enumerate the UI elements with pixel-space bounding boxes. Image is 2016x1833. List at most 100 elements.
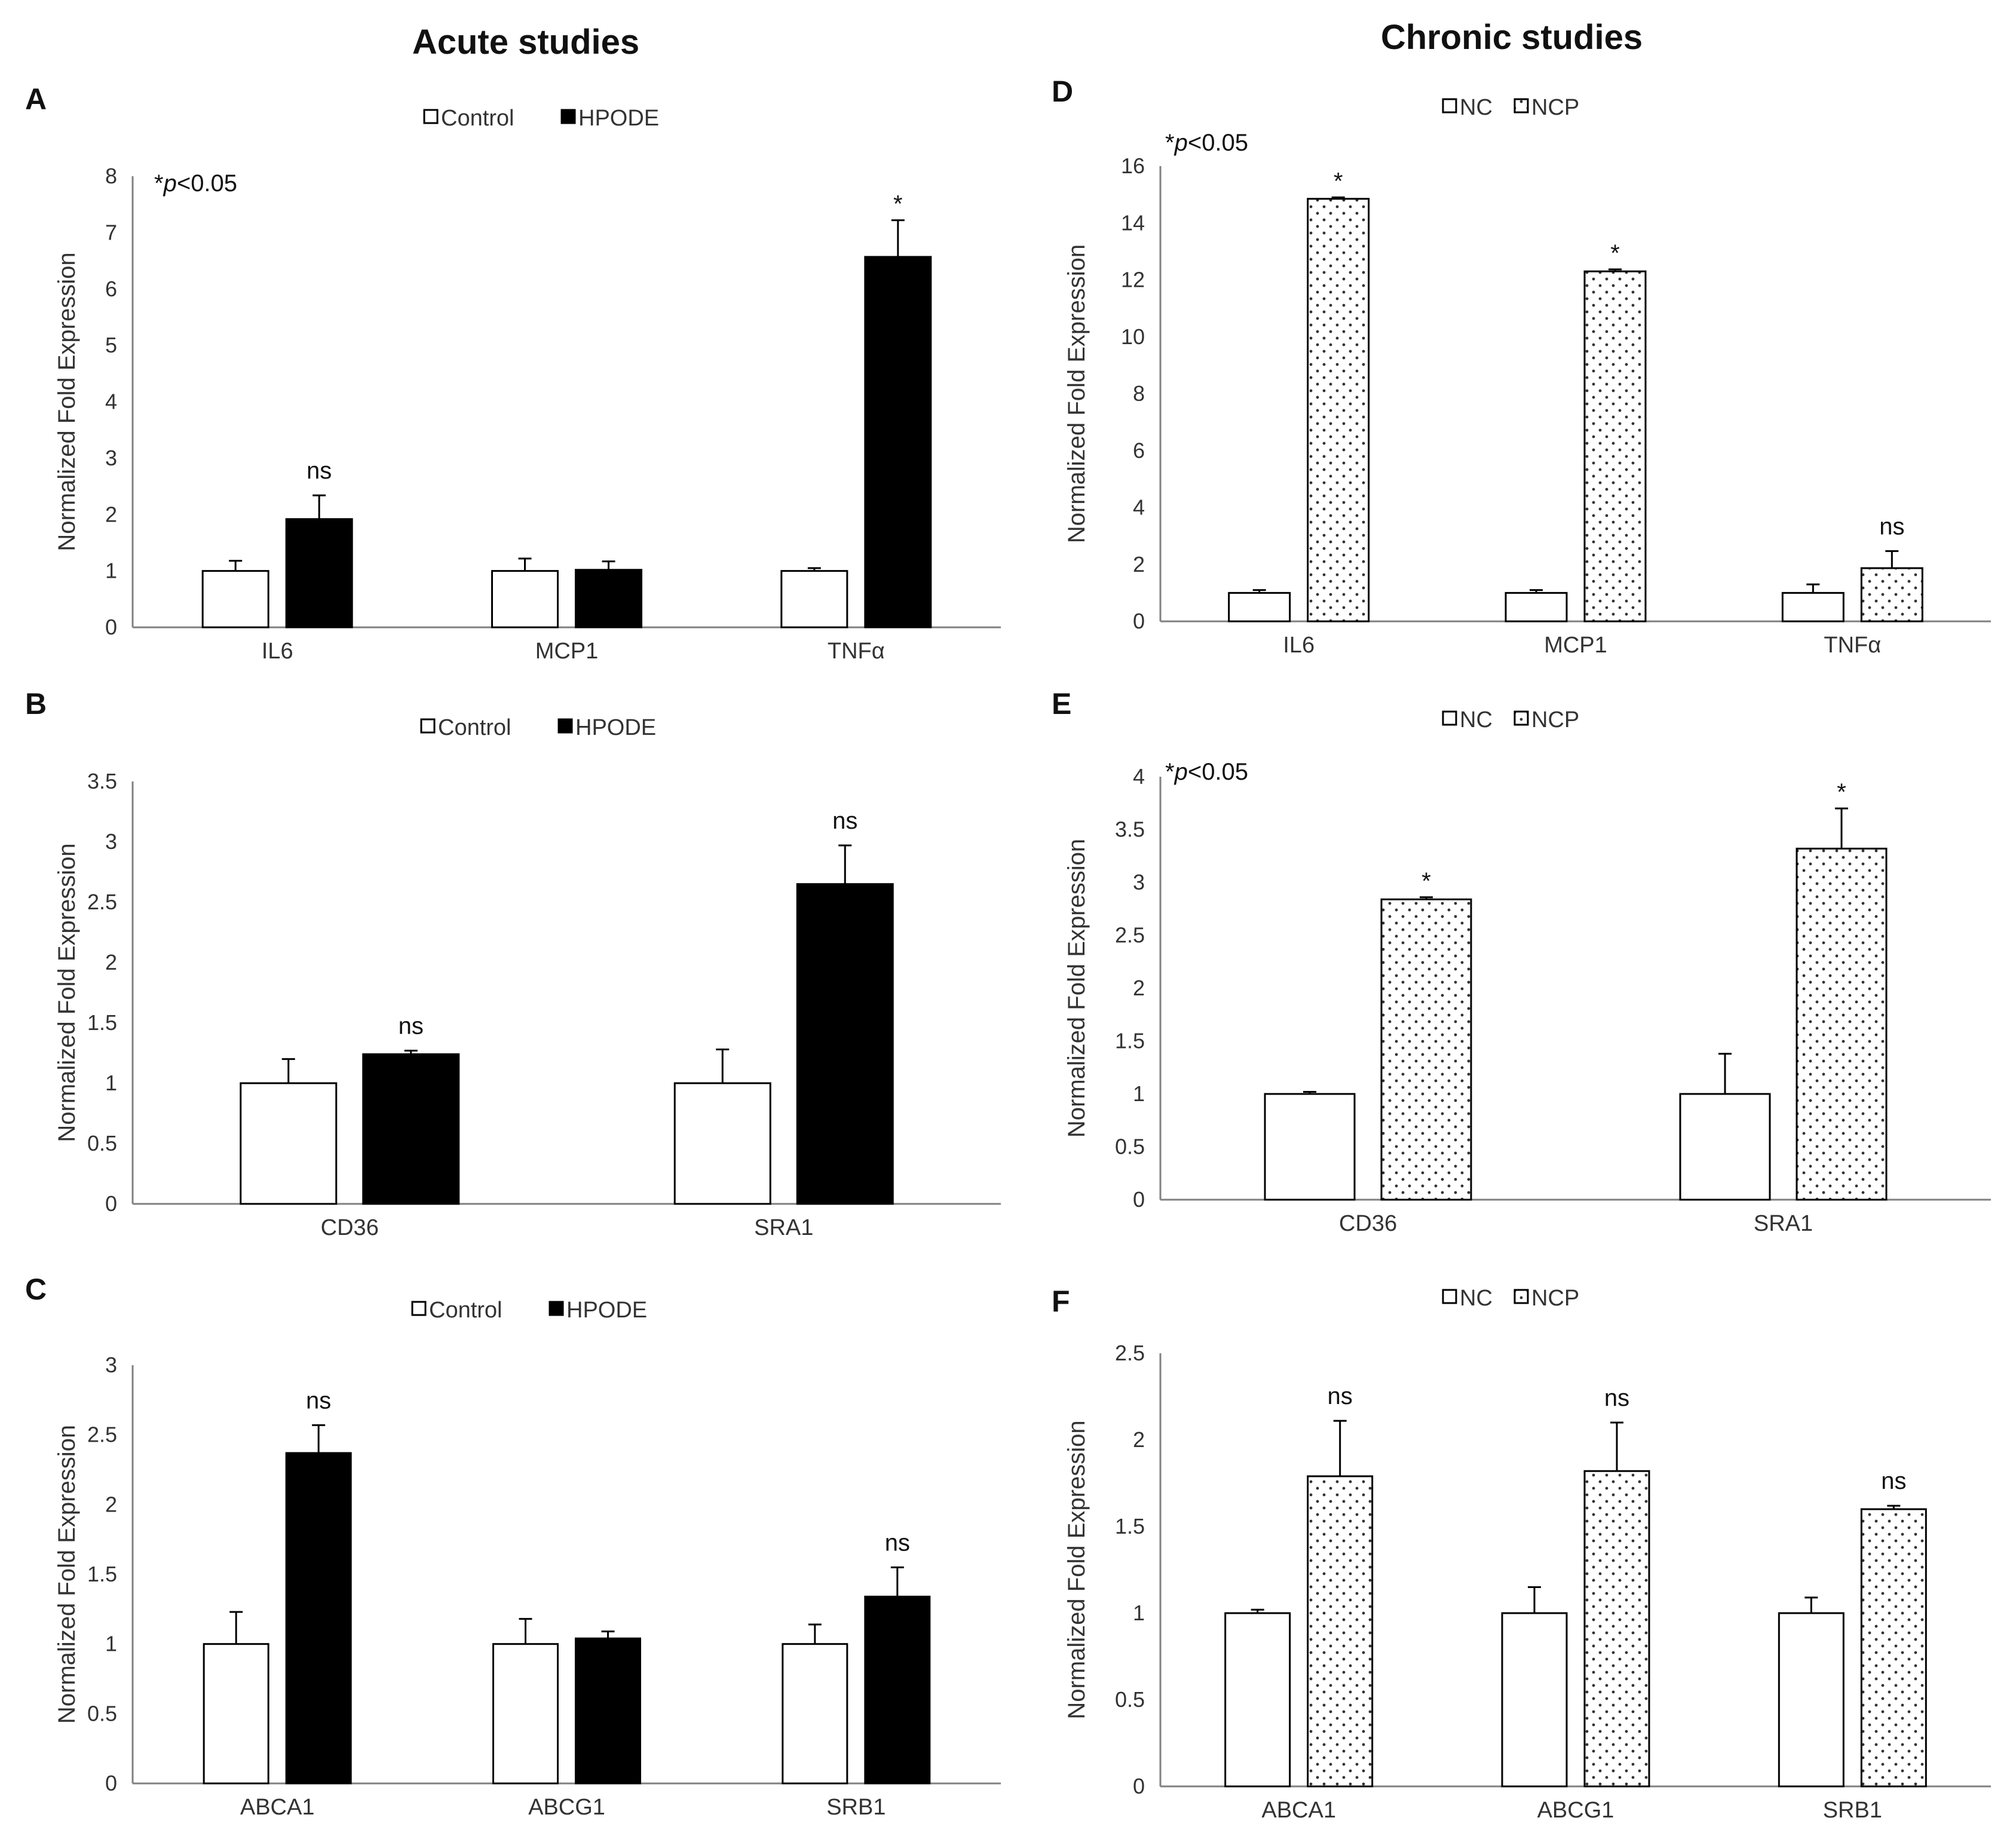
legend-swatch-ncp <box>1513 98 1529 114</box>
bar-ncp-sra1 <box>1796 847 1888 1201</box>
legend-label-control: Control <box>429 1298 503 1323</box>
legend-label-nc: NC <box>1460 95 1493 120</box>
bar-hpode-abca1 <box>285 1452 352 1785</box>
bar-control-cd36 <box>240 1082 338 1205</box>
y-tick-label: 0 <box>1133 1187 1145 1212</box>
significance-label: ns <box>1881 1468 1906 1494</box>
bar-hpode-abcg1 <box>575 1637 641 1785</box>
significance-label: ns <box>1328 1383 1353 1409</box>
bar-control-sra1 <box>673 1082 771 1205</box>
y-tick-label: 2.5 <box>87 1423 117 1447</box>
legend: NC NCP <box>1442 1286 1579 1311</box>
bar-hpode-sra1 <box>796 883 894 1205</box>
legend-label-hpode: HPODE <box>578 106 659 131</box>
y-axis-label: Normalized Fold Expression <box>1064 1420 1090 1719</box>
panel-a: A Control HPODE 0 1 2 3 4 5 6 7 8 Normalized Fold Ex… <box>25 82 1001 664</box>
category-label: TNFα <box>1824 633 1881 658</box>
legend-swatch-control <box>411 1301 427 1316</box>
acute-section-title: Acute studies <box>412 23 639 62</box>
y-tick-label: 2.5 <box>1115 923 1145 948</box>
category-label: MCP1 <box>1544 633 1607 658</box>
y-tick-label: 16 <box>1121 154 1145 178</box>
significance-label: ns <box>399 1013 424 1039</box>
y-tick-label: 3.5 <box>1115 817 1145 842</box>
y-tick-label: 0.5 <box>1115 1687 1145 1712</box>
legend: Control HPODE <box>420 715 656 740</box>
legend: Control HPODE <box>423 106 659 131</box>
significance-label: ns <box>1604 1385 1629 1411</box>
panel-d: D NC NCP 0 2 4 6 8 10 12 14 16 Normalized Fold Expre… <box>1052 75 1991 658</box>
category-label: ABCG1 <box>528 1795 605 1820</box>
y-tick-label: 7 <box>105 220 117 244</box>
panel-label: A <box>25 82 47 116</box>
y-tick-label: 3 <box>105 1353 117 1377</box>
category-label: CD36 <box>321 1215 379 1240</box>
significance-label: * <box>1837 779 1846 805</box>
bar-nc-abca1 <box>1224 1612 1291 1788</box>
y-tick-label: 2 <box>105 950 117 974</box>
y-tick-label: 0 <box>105 615 117 639</box>
legend-label-nc: NC <box>1460 707 1493 732</box>
category-label: SRB1 <box>826 1795 886 1820</box>
category-label: IL6 <box>262 639 293 664</box>
bar-control-abca1 <box>203 1643 269 1785</box>
y-tick-label: 6 <box>1133 438 1145 462</box>
category-label: MCP1 <box>535 639 599 664</box>
category-label: SRB1 <box>1823 1798 1882 1823</box>
y-tick-label: 12 <box>1121 268 1145 292</box>
significance-label: * <box>1334 168 1343 194</box>
panel-label: E <box>1052 687 1071 721</box>
bar-hpode-il6 <box>285 518 353 629</box>
bar-ncp-abcg1 <box>1583 1470 1650 1788</box>
category-label: SRA1 <box>1754 1211 1813 1236</box>
category-label: CD36 <box>1339 1211 1397 1236</box>
legend: NC NCP <box>1442 95 1579 120</box>
p-value-annotation: *p<0.05 <box>1165 759 1248 785</box>
y-axis-label: Normalized Fold Expression <box>1064 244 1090 543</box>
y-tick-label: 3 <box>105 829 117 854</box>
significance-label: * <box>893 191 903 217</box>
y-tick-label: 4 <box>1133 764 1145 789</box>
legend-label-nc: NC <box>1460 1286 1493 1311</box>
legend-swatch-hpode <box>557 718 573 734</box>
category-label: SRA1 <box>754 1215 813 1240</box>
y-tick-label: 3 <box>1133 870 1145 894</box>
bar-nc-cd36 <box>1264 1093 1356 1201</box>
legend-swatch-nc <box>1442 710 1457 726</box>
bar-ncp-mcp1 <box>1583 270 1647 623</box>
panel-b: B Control HPODE 0 0.5 1 1.5 2 2.5 3 3.5 Normalized … <box>25 687 1001 1240</box>
y-tick-label: 1 <box>105 1632 117 1656</box>
y-tick-label: 1.5 <box>1115 1514 1145 1538</box>
y-tick-label: 3.5 <box>87 769 117 793</box>
y-tick-label: 0 <box>1133 1774 1145 1798</box>
significance-label: * <box>1610 240 1620 266</box>
y-axis-label: Normalized Fold Expression <box>1064 839 1090 1138</box>
legend: Control HPODE <box>411 1298 647 1323</box>
y-tick-label: 5 <box>105 333 117 357</box>
y-tick-label: 1.5 <box>1115 1029 1145 1053</box>
y-tick-label: 1.5 <box>87 1010 117 1035</box>
legend-label-ncp: NCP <box>1531 95 1579 120</box>
bar-hpode-mcp1 <box>575 569 642 629</box>
y-tick-label: 8 <box>1133 381 1145 406</box>
bar-control-srb1 <box>782 1643 848 1785</box>
legend-label-hpode: HPODE <box>566 1298 647 1323</box>
p-value-annotation: *p<0.05 <box>154 170 237 197</box>
legend-swatch-control <box>420 718 436 734</box>
y-tick-label: 2 <box>105 502 117 526</box>
bar-hpode-srb1 <box>864 1595 931 1785</box>
y-tick-label: 3 <box>105 446 117 470</box>
legend-label-control: Control <box>438 715 511 740</box>
y-tick-label: 10 <box>1121 324 1145 349</box>
significance-label: * <box>1421 868 1431 894</box>
legend-swatch-control <box>423 109 439 124</box>
bar-hpode-tnfα <box>864 256 932 629</box>
legend-swatch-ncp <box>1513 710 1529 726</box>
legend: NC NCP <box>1442 707 1579 732</box>
panel-f: F NC NCP 0 0.5 1 1.5 2 2.5 Normalized Fold Expres… <box>1052 1285 1991 1823</box>
y-tick-label: 0 <box>105 1191 117 1216</box>
bar-control-tnfα <box>780 570 848 629</box>
significance-label: ns <box>885 1529 910 1556</box>
